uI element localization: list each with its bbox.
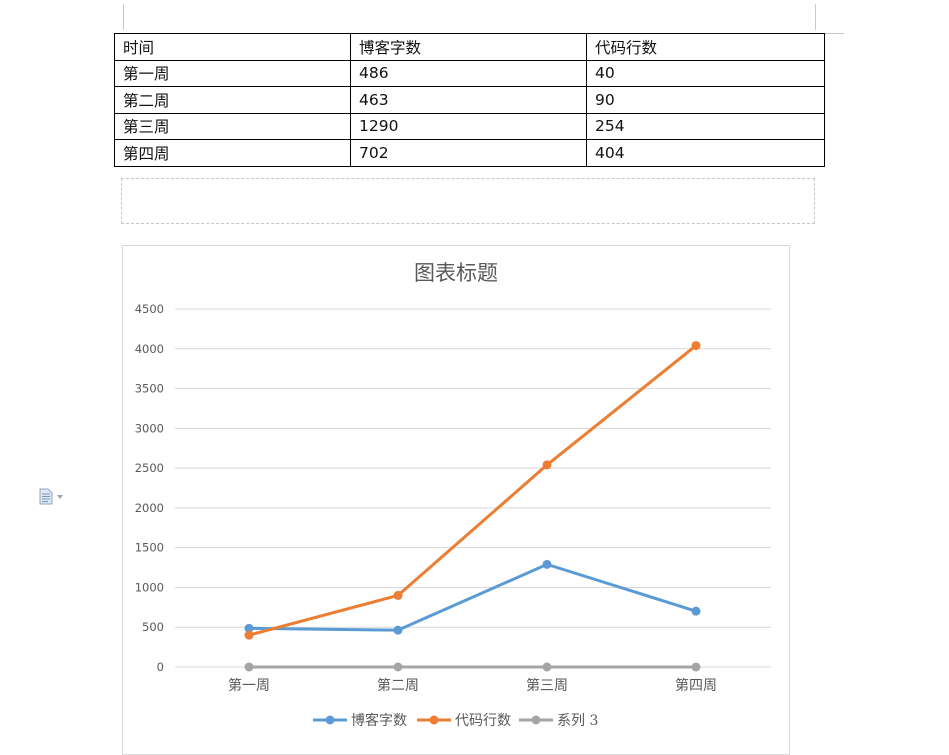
data-point — [244, 630, 254, 640]
y-tick-label: 3500 — [135, 382, 164, 396]
table-cell[interactable]: 486 — [350, 59, 587, 87]
y-tick-label: 1000 — [135, 580, 164, 594]
data-table: 时间 博客字数 代码行数 第一周 486 40 第二周 463 90 第三周 1… — [114, 33, 825, 167]
data-point — [691, 341, 701, 351]
data-point — [244, 623, 254, 633]
series-line — [248, 344, 697, 637]
x-tick-label: 第四周 — [675, 677, 717, 694]
legend-label: 博客字数 — [351, 712, 407, 729]
legend-marker — [531, 715, 541, 725]
table-row: 第一周 486 40 — [114, 59, 825, 87]
y-tick-label: 4000 — [135, 342, 164, 356]
y-tick-label: 500 — [142, 620, 164, 634]
y-tick-label: 4500 — [135, 302, 164, 316]
data-point — [244, 662, 254, 672]
x-tick-label: 第三周 — [526, 677, 568, 694]
y-tick-label: 2000 — [135, 501, 164, 515]
data-point — [393, 662, 403, 672]
layout-options-button[interactable] — [39, 487, 75, 505]
table-cell[interactable]: 254 — [586, 112, 825, 140]
data-point — [393, 590, 403, 600]
table-cell[interactable]: 第三周 — [114, 112, 351, 140]
document-icon — [39, 488, 53, 504]
table-row: 第四周 702 404 — [114, 139, 825, 167]
table-header-cell[interactable]: 时间 — [114, 33, 351, 61]
table-header-cell[interactable]: 博客字数 — [350, 33, 587, 61]
page-corner-mark-right-horizontal — [816, 33, 844, 34]
x-tick-label: 第二周 — [377, 677, 419, 694]
y-tick-label: 2500 — [135, 461, 164, 475]
data-point — [393, 625, 403, 635]
legend-marker — [429, 715, 439, 725]
y-tick-label: 0 — [157, 660, 164, 674]
table-cell[interactable]: 第一周 — [114, 59, 351, 87]
data-point — [542, 662, 552, 672]
table-cell[interactable]: 404 — [586, 139, 825, 167]
table-cell[interactable]: 90 — [586, 86, 825, 114]
data-point — [691, 606, 701, 616]
page-corner-mark-right — [815, 4, 816, 30]
data-point — [691, 662, 701, 672]
data-point — [542, 460, 552, 470]
empty-paragraph-placeholder[interactable] — [121, 178, 815, 224]
table-cell[interactable]: 第四周 — [114, 139, 351, 167]
data-point — [542, 559, 552, 569]
legend-label: 代码行数 — [455, 713, 511, 729]
y-tick-label: 1500 — [135, 541, 164, 555]
legend-label: 系列 3 — [557, 713, 598, 729]
table-row: 第三周 1290 254 — [114, 112, 825, 140]
x-tick-label: 第一周 — [228, 677, 270, 694]
chart-title[interactable]: 图表标题 — [414, 261, 498, 285]
legend-marker — [325, 715, 335, 725]
chevron-down-icon — [57, 494, 63, 499]
page-corner-mark-left — [123, 4, 124, 30]
table-cell[interactable]: 702 — [350, 139, 587, 167]
table-cell[interactable]: 463 — [350, 86, 587, 114]
table-cell[interactable]: 1290 — [350, 112, 587, 140]
table-cell[interactable]: 40 — [586, 59, 825, 87]
y-tick-label: 3000 — [135, 421, 164, 435]
series-line — [248, 562, 697, 632]
